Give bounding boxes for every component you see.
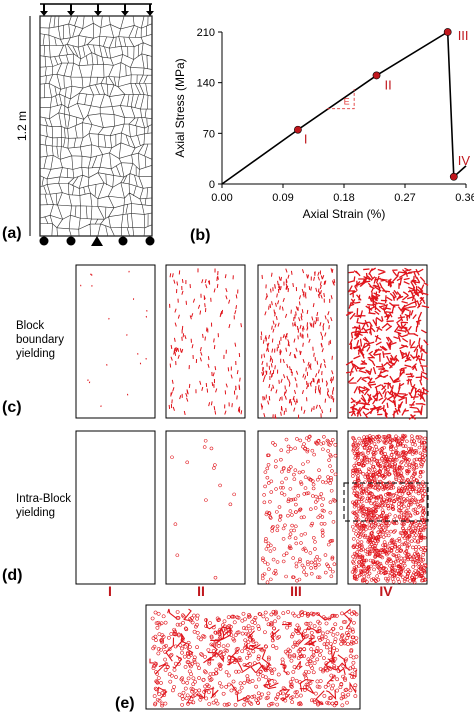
row-d-title-line-2: yielding — [16, 507, 55, 519]
panel-frame — [257, 430, 338, 585]
y-tick-label: 140 — [197, 78, 215, 90]
load-arrow-head — [94, 11, 102, 16]
boundary-yield-marks — [80, 270, 148, 408]
panel-e-label: (e) — [115, 695, 135, 712]
height-label: 1.2 m — [15, 111, 29, 141]
top-load-arrows — [40, 3, 154, 16]
x-axis-label: Axial Strain (%) — [303, 207, 386, 221]
panel-frame — [165, 264, 246, 419]
block-boundary-yielding-panels — [75, 264, 430, 420]
zoom-boundary-marks — [149, 608, 357, 705]
intra-block-yield-marks — [170, 438, 236, 580]
x-tick-label: 0.09 — [272, 192, 293, 204]
pin-support — [91, 236, 103, 246]
stage-label-II: II — [197, 583, 205, 599]
intra-block-yield-marks — [350, 433, 428, 585]
stage-point-label-III: III — [458, 28, 469, 43]
y-tick-label: 70 — [203, 128, 215, 140]
load-arrow-head — [67, 11, 75, 16]
panel-b: 0.00 0.09 0.18 0.27 0.36 0 70 140 210 Axial Strai… — [173, 27, 474, 244]
panel-b-label: (b) — [190, 227, 210, 244]
bottom-supports — [39, 236, 155, 246]
panel-c-label: (c) — [2, 399, 22, 416]
stage-label-IV: IV — [379, 583, 393, 599]
y-tick-label: 0 — [209, 179, 215, 191]
intra-block-yield-panel-stage-4 — [347, 430, 428, 585]
stage-label-I: I — [108, 583, 112, 599]
panel-frame — [257, 264, 338, 419]
x-tick-label: 0.27 — [394, 192, 415, 204]
intra-block-yield-panel-stage-2 — [165, 430, 246, 585]
roller-support — [118, 236, 128, 246]
roller-support — [66, 236, 76, 246]
load-arrow-head — [40, 11, 48, 16]
panel-d-label: (d) — [2, 567, 22, 584]
mesh-blocks — [39, 15, 153, 237]
boundary-yield-marks — [345, 267, 430, 420]
stress-strain-chart: 0.00 0.09 0.18 0.27 0.36 0 70 140 210 Axial Strai… — [173, 27, 474, 221]
roller-support — [39, 236, 49, 246]
load-arrow-head — [121, 11, 129, 16]
stage-labels: I II III IV — [108, 583, 393, 599]
boundary-yield-panel-stage-1 — [75, 264, 156, 419]
row-c-title-line-2: boundary — [16, 334, 64, 346]
panel-e: (e) — [115, 604, 361, 712]
stage-point-label-I: I — [304, 132, 308, 147]
x-tick-label: 0.18 — [333, 192, 354, 204]
panel-frame — [75, 264, 156, 419]
boundary-yield-marks — [168, 268, 243, 416]
load-arrow-head — [146, 11, 154, 16]
row-c-title-line-1: Block — [16, 320, 44, 332]
stage-point-III — [443, 28, 452, 36]
intra-block-yield-marks — [260, 434, 338, 584]
intra-block-yield-panel-stage-1 — [75, 430, 156, 585]
modulus-label: E — [344, 97, 350, 107]
panel-a-label: (a) — [2, 225, 22, 242]
x-tick-label: 0.36 — [455, 192, 474, 204]
stress-strain-curve — [221, 30, 467, 185]
zoom-region-box — [343, 482, 429, 522]
row-c-title-line-3: yielding — [16, 348, 55, 360]
stage-point-label-II: II — [385, 77, 392, 92]
panel-c: Block boundary yielding (c) — [2, 264, 430, 420]
modulus-triangle — [327, 89, 355, 110]
panel-d: Intra-Block yielding (d) — [2, 430, 429, 585]
roller-support — [145, 236, 155, 246]
zoom-intra-block-marks — [150, 609, 359, 708]
panel-a: 1.2 m (a) — [2, 3, 155, 246]
stage-point-label-IV: IV — [458, 153, 471, 168]
y-axis-label: Axial Stress (MPa) — [173, 58, 187, 157]
panel-frame — [165, 430, 246, 585]
boundary-yield-panel-stage-3 — [257, 264, 338, 419]
stage-point-IV — [449, 172, 458, 181]
x-tick-label: 0.00 — [211, 192, 232, 204]
stage-point-I — [294, 125, 302, 134]
y-tick-label: 210 — [197, 27, 215, 39]
row-d-title-line-1: Intra-Block — [16, 493, 71, 505]
boundary-yield-panel-stage-2 — [165, 264, 246, 419]
boundary-yield-panel-stage-4 — [345, 264, 430, 420]
boundary-yield-marks — [260, 268, 336, 419]
intra-block-yielding-panels — [75, 430, 428, 585]
panel-frame — [75, 430, 156, 585]
specimen-outline — [39, 15, 153, 237]
intra-block-yield-panel-stage-3 — [257, 430, 338, 585]
voronoi-mesh — [39, 15, 153, 237]
stage-label-III: III — [290, 583, 302, 599]
zoomed-yield-pattern — [149, 608, 359, 708]
stage-point-II — [372, 71, 381, 80]
